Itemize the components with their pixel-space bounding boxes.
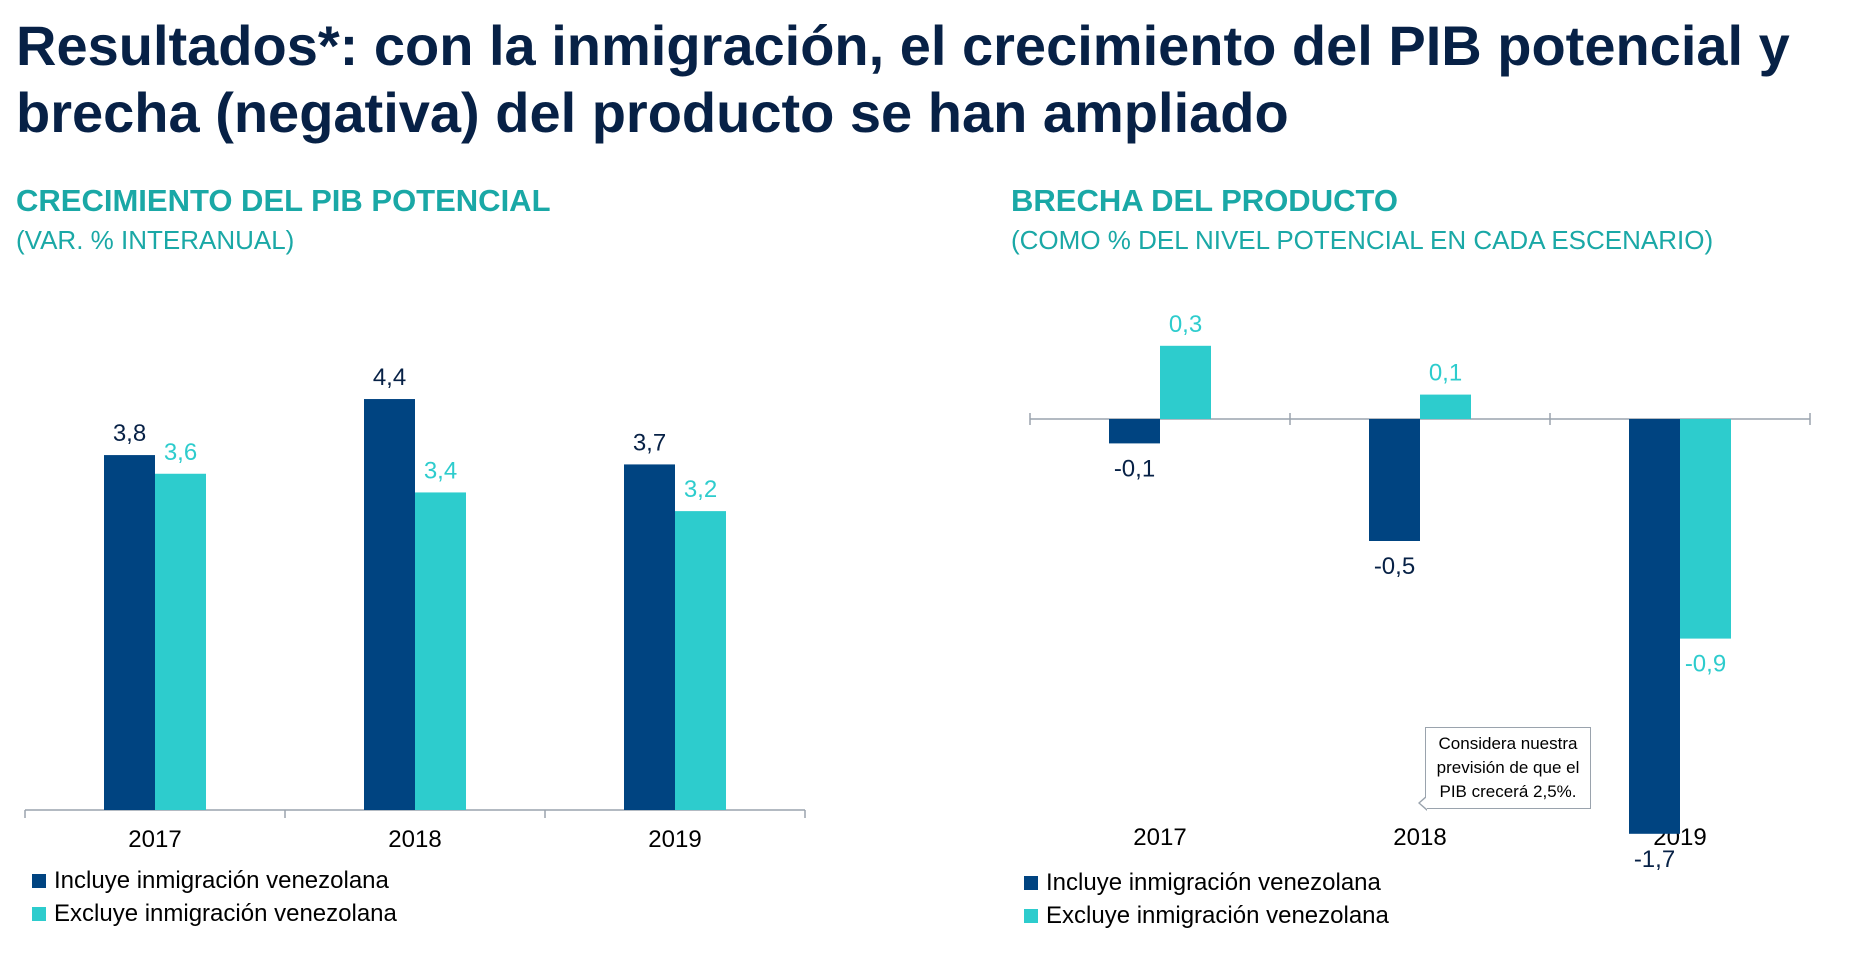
left-data-label: 3,7: [633, 429, 666, 456]
right-bar-excluye: [1160, 345, 1211, 419]
left-data-label: 3,8: [113, 420, 146, 447]
right-category-label: 2018: [1393, 824, 1446, 851]
right-data-label: -0,5: [1374, 553, 1415, 580]
right-bar-incluye: [1629, 419, 1680, 834]
right-data-label: 0,3: [1169, 311, 1202, 338]
right-bar-incluye: [1109, 419, 1160, 444]
left-data-label: 3,6: [164, 439, 197, 466]
right-chart-subtitle: (COMO % DEL NIVEL POTENCIAL EN CADA ESCE…: [1011, 225, 1714, 255]
left-data-label: 3,2: [684, 476, 717, 503]
right-chart-title: BRECHA DEL PRODUCTO: [1011, 183, 1398, 218]
right-data-label: -1,7: [1634, 846, 1675, 873]
right-legend: Incluye inmigración venezolana Excluye i…: [1024, 866, 1389, 932]
page-title: Resultados*: con la inmigración, el crec…: [16, 14, 1790, 144]
left-chart-title: CRECIMIENTO DEL PIB POTENCIAL: [16, 183, 551, 218]
left-data-label: 3,4: [424, 457, 457, 484]
right-data-label: 0,1: [1429, 360, 1462, 387]
left-bar-incluye: [104, 455, 155, 810]
left-legend: Incluye inmigración venezolana Excluye i…: [32, 864, 397, 930]
left-bar-excluye: [155, 473, 206, 810]
legend-label-excluye: Excluye inmigración venezolana: [54, 899, 397, 927]
right-data-label: -0,1: [1114, 455, 1155, 482]
right-data-label: -0,9: [1685, 651, 1726, 678]
legend-swatch-excluye: [32, 906, 46, 921]
legend-item-excluye: Excluye inmigración venezolana: [32, 897, 397, 930]
right-category-label: 2017: [1133, 824, 1186, 851]
left-chart-subtitle: (VAR. % INTERANUAL): [16, 225, 295, 255]
left-category-label: 2017: [128, 826, 181, 853]
legend-item-excluye: Excluye inmigración venezolana: [1024, 899, 1389, 932]
legend-swatch-incluye: [1024, 875, 1038, 890]
left-bar-excluye: [675, 511, 726, 810]
right-bar-excluye: [1420, 394, 1471, 419]
right-bar-excluye: [1680, 419, 1731, 639]
legend-label-excluye: Excluye inmigración venezolana: [1046, 901, 1389, 929]
left-bar-incluye: [624, 464, 675, 810]
legend-label-incluye: Incluye inmigración venezolana: [54, 866, 389, 894]
legend-swatch-excluye: [1024, 908, 1038, 923]
left-data-label: 4,4: [373, 364, 406, 391]
callout-pointer-fill: [1420, 797, 1427, 809]
left-category-label: 2018: [388, 826, 441, 853]
left-bar-excluye: [415, 492, 466, 810]
left-bar-incluye: [364, 399, 415, 810]
legend-item-incluye: Incluye inmigración venezolana: [1024, 866, 1389, 899]
callout-note: Considera nuestra previsión de que el PI…: [1425, 727, 1591, 809]
legend-swatch-incluye: [32, 873, 46, 888]
legend-label-incluye: Incluye inmigración venezolana: [1046, 868, 1381, 896]
left-category-label: 2019: [648, 826, 701, 853]
legend-item-incluye: Incluye inmigración venezolana: [32, 864, 397, 897]
right-bar-incluye: [1369, 419, 1420, 541]
